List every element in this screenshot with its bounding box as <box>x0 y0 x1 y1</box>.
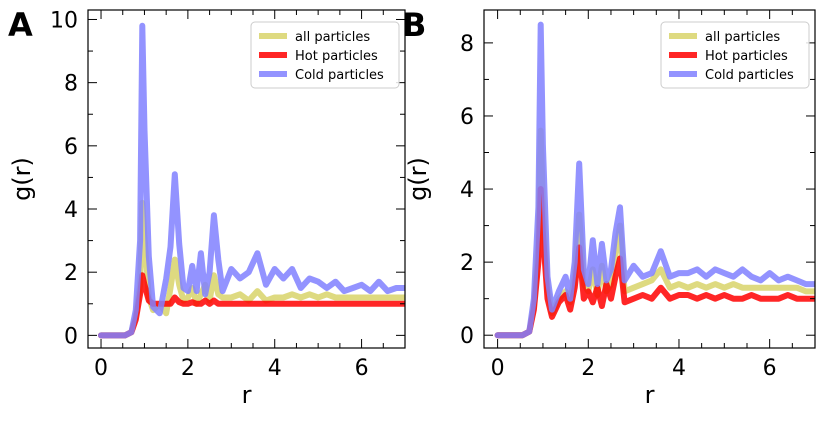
x-tick-label: 0 <box>491 356 505 381</box>
x-tick-label: 6 <box>355 356 369 381</box>
panel-letter: A <box>8 6 33 44</box>
legend: all particles Hot particles Cold particles <box>250 21 400 89</box>
x-tick-label: 2 <box>181 356 195 381</box>
y-tick-label: 8 <box>64 72 78 97</box>
x-axis-label: r <box>242 381 252 409</box>
legend-entry: Hot particles <box>295 49 378 64</box>
legend-box <box>250 21 400 89</box>
y-tick-label: 10 <box>50 8 78 33</box>
x-axis-label: r <box>645 381 655 409</box>
series-group <box>494 21 815 339</box>
panel-b: 0 2 4 6 0 2 4 6 8 r g(r) B all particles Hot particle… <box>402 6 816 409</box>
panel-a: 0 2 4 6 0 2 4 6 8 10 r g(r) A all particles Hot partic… <box>8 6 406 409</box>
series-line-hot-particles <box>494 186 815 339</box>
plot-frame <box>87 9 406 349</box>
x-tick-label: 6 <box>763 356 777 381</box>
legend-box <box>660 21 810 89</box>
legend-entry: all particles <box>705 30 780 45</box>
series-line-hot-particles <box>98 272 405 339</box>
y-tick-label: 8 <box>460 32 474 57</box>
series-line-cold-particles <box>98 22 405 339</box>
legend-entry: all particles <box>295 30 370 45</box>
panel-letter: B <box>402 6 426 44</box>
y-tick-label: 0 <box>460 324 474 349</box>
y-tick-label: 4 <box>64 198 78 223</box>
y-tick-label: 0 <box>64 324 78 349</box>
y-tick-label: 6 <box>460 105 474 130</box>
y-tick-label: 2 <box>64 261 78 286</box>
legend: all particles Hot particles Cold particles <box>660 21 810 89</box>
legend-entry: Cold particles <box>295 68 384 83</box>
y-tick-label: 2 <box>460 251 474 276</box>
series-line-all-particles <box>98 199 405 339</box>
y-tick-label: 6 <box>64 135 78 160</box>
y-axis-label: g(r) <box>404 157 432 201</box>
legend-entry: Cold particles <box>705 68 794 83</box>
x-tick-label: 4 <box>268 356 282 381</box>
plot-frame <box>483 9 816 349</box>
x-tick-label: 4 <box>672 356 686 381</box>
x-tick-label: 2 <box>581 356 595 381</box>
x-tick-label: 0 <box>94 356 108 381</box>
legend-entry: Hot particles <box>705 49 788 64</box>
series-line-cold-particles <box>494 21 815 339</box>
y-axis-label: g(r) <box>8 157 36 201</box>
y-tick-label: 4 <box>460 178 474 203</box>
series-group <box>98 22 405 339</box>
